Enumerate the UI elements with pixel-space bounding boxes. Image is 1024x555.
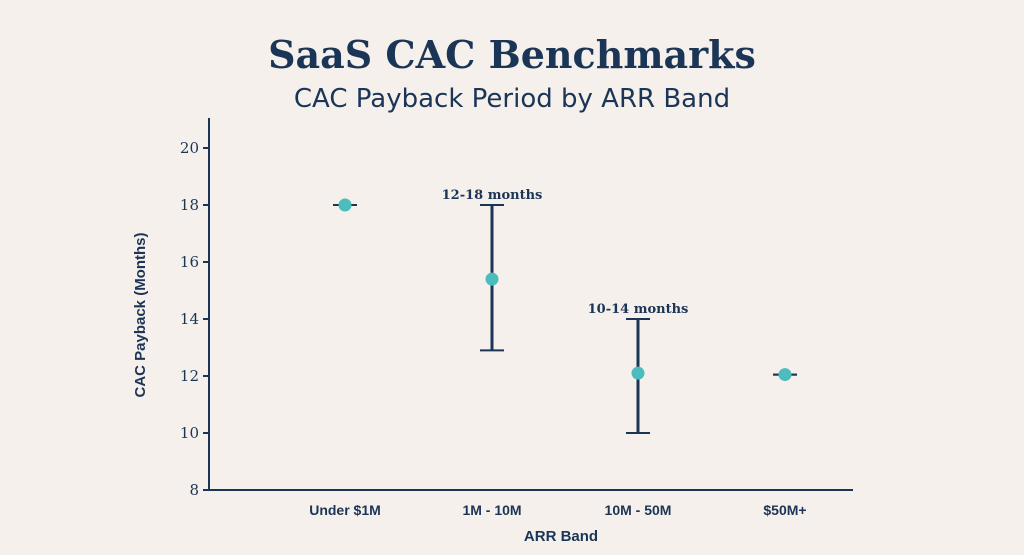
data-point — [631, 366, 645, 380]
y-tick-label: 18 — [180, 196, 199, 214]
x-tick-label: Under $1M — [309, 502, 381, 518]
y-tick-label: 10 — [180, 424, 199, 442]
chart-subtitle: CAC Payback Period by ARR Band — [294, 84, 730, 114]
x-tick-label: 10M - 50M — [605, 502, 672, 518]
y-tick-label: 8 — [189, 481, 199, 499]
y-tick-label: 20 — [180, 139, 199, 157]
x-tick-label: $50M+ — [763, 502, 806, 518]
x-tick-label: 1M - 10M — [462, 502, 521, 518]
data-point — [485, 272, 499, 286]
axes: 8 10 12 14 16 18 20 Under $1M 1M - 10M 10M - 50M $… — [180, 118, 853, 518]
range-annotation: 12-18 months — [442, 188, 543, 203]
data-point — [778, 368, 792, 382]
y-tick-label: 14 — [180, 310, 199, 328]
chart-title: SaaS CAC Benchmarks — [268, 32, 756, 77]
data-point — [338, 198, 352, 212]
range-annotation: 10-14 months — [588, 302, 689, 317]
marks: 12-18 months 10-14 months — [333, 188, 797, 434]
x-axis-title: ARR Band — [524, 528, 598, 545]
y-tick-label: 12 — [180, 367, 199, 385]
y-axis-title: CAC Payback (Months) — [132, 232, 149, 397]
y-tick-label: 16 — [180, 253, 199, 271]
